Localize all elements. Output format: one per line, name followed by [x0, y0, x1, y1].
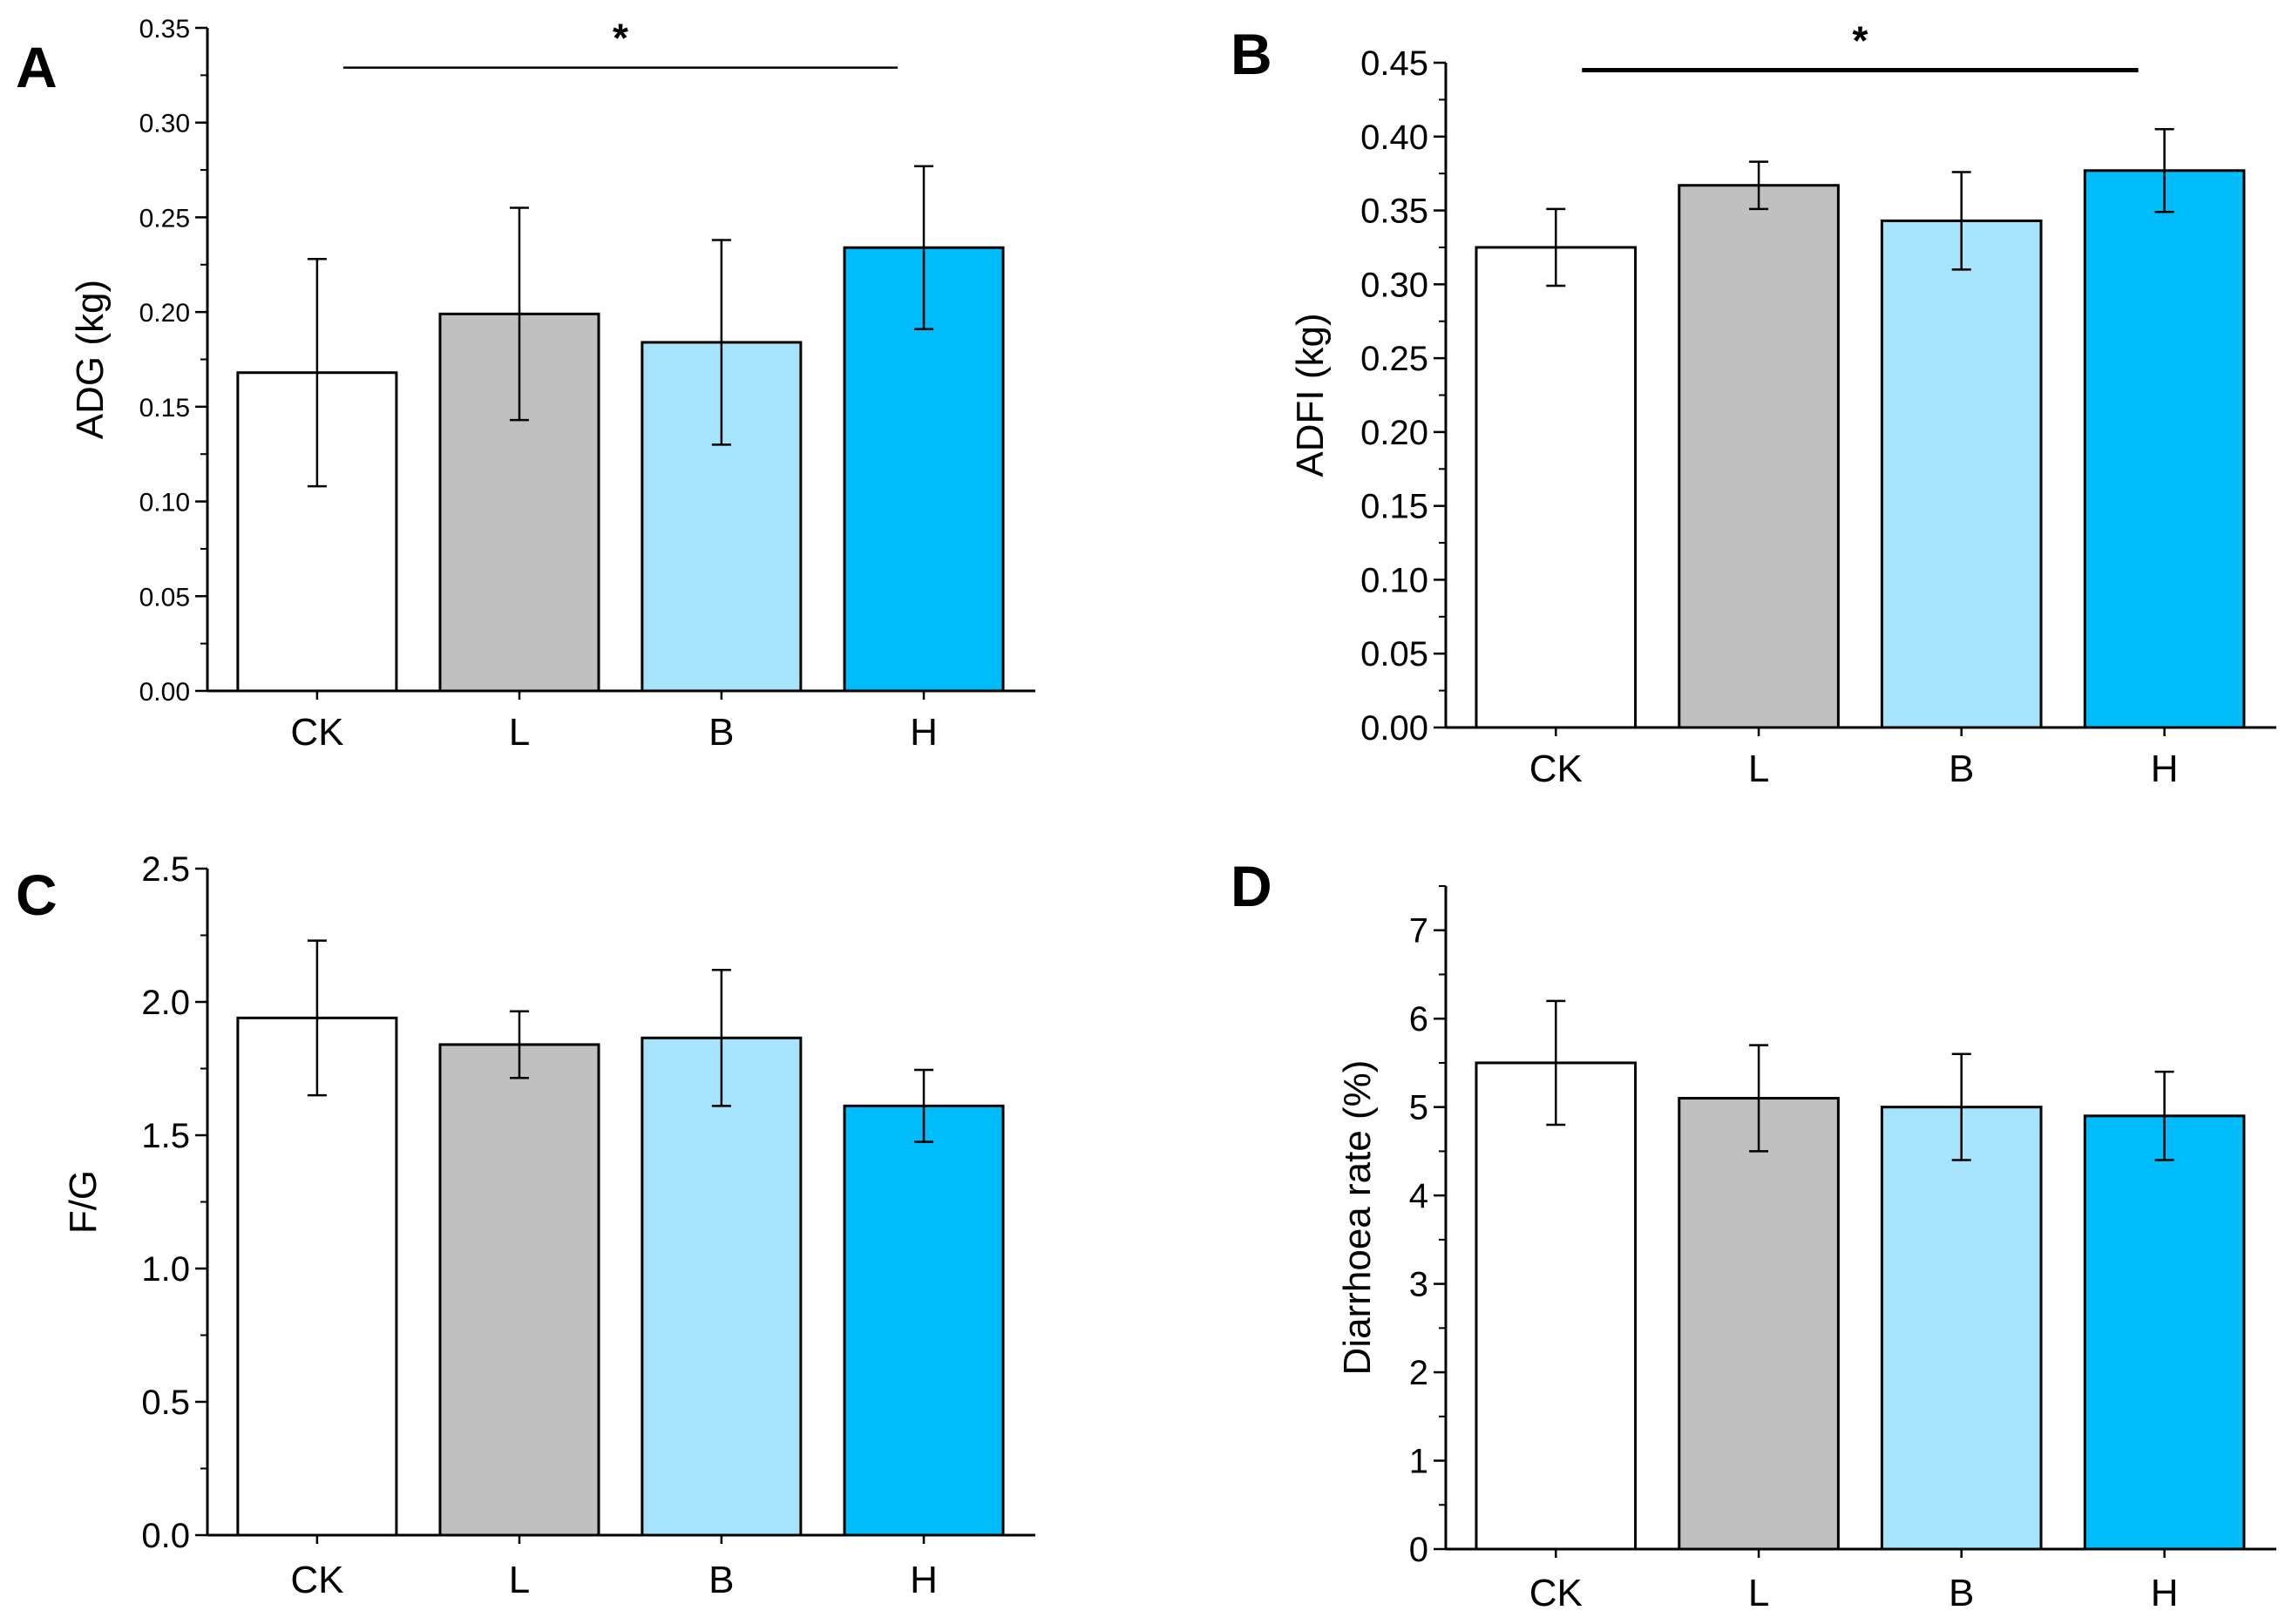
y-tick-label: 0.00 — [139, 678, 190, 707]
y-tick-label: 2.0 — [141, 984, 190, 1022]
y-tick-label: 0.15 — [139, 394, 190, 423]
y-tick-label: 0.05 — [1360, 635, 1428, 673]
x-tick-label-h: H — [2151, 748, 2179, 790]
y-tick-label: 6 — [1409, 1000, 1428, 1039]
significance-star: * — [613, 16, 628, 61]
y-tick-label: 0.15 — [1360, 488, 1428, 526]
y-tick-label: 0.35 — [139, 15, 190, 44]
y-tick-label: 0.35 — [1360, 193, 1428, 231]
y-tick-label: 0.10 — [139, 489, 190, 518]
bar-l — [438, 1043, 600, 1537]
y-tick-label: 0.25 — [1360, 340, 1428, 378]
bar-ck — [1475, 246, 1638, 729]
y-tick-label: 2.5 — [141, 850, 190, 889]
panel-letter: A — [16, 35, 58, 99]
bar-l — [1678, 1097, 1840, 1551]
x-tick-label-l: L — [1748, 1572, 1769, 1614]
bar-h — [2083, 169, 2246, 729]
x-tick-label-l: L — [1748, 748, 1769, 790]
panel-d: D CK L B H 0 1 2 3 4 5 6 7 Diarrhoea rate (%) — [1231, 854, 2276, 1614]
y-axis-label: F/G — [62, 1170, 105, 1234]
panel-a: A CK L B H 0.00 0.05 0.10 0.15 0.20 0.25 0.30 0.35 AD… — [16, 15, 1035, 754]
y-tick-label: 0.0 — [141, 1517, 190, 1555]
x-tick-label-h: H — [2151, 1572, 2179, 1614]
panel-b: B CK L B H 0.00 0.05 0.10 0.15 0.20 0.25 0.30 0.35 0.… — [1231, 17, 2276, 790]
y-tick-label: 0.30 — [1360, 266, 1428, 304]
y-tick-label: 0.45 — [1360, 44, 1428, 83]
y-tick-label: 0.40 — [1360, 118, 1428, 157]
bar-h — [843, 1104, 1005, 1537]
x-tick-label-l: L — [509, 1559, 530, 1601]
bar-h — [2083, 1114, 2246, 1551]
bar-ck — [1475, 1061, 1638, 1551]
panel-letter: B — [1231, 22, 1272, 86]
y-axis-label: ADG (kg) — [69, 280, 112, 439]
y-tick-label: 0.20 — [1360, 414, 1428, 452]
y-tick-label: 0.10 — [1360, 561, 1428, 599]
x-tick-label-b: B — [709, 1559, 734, 1601]
panel-c: C CK L B H 0.0 0.5 1.0 1.5 2.0 2.5 F/G — [16, 850, 1035, 1601]
x-tick-label-ck: CK — [1529, 748, 1583, 790]
y-tick-label: 2 — [1409, 1354, 1428, 1392]
y-tick-label: 1 — [1409, 1443, 1428, 1481]
y-tick-label: 0.25 — [139, 204, 190, 233]
y-tick-label: 7 — [1409, 912, 1428, 951]
x-tick-label-h: H — [910, 711, 938, 754]
x-tick-label-ck: CK — [290, 711, 343, 754]
bar-b — [641, 1036, 803, 1537]
y-tick-label: 0.00 — [1360, 709, 1428, 748]
y-tick-label: 0.05 — [139, 583, 190, 612]
y-tick-label: 0.5 — [141, 1384, 190, 1422]
bar-ck — [236, 1016, 398, 1537]
x-tick-label-h: H — [910, 1559, 938, 1601]
y-tick-label: 1.5 — [141, 1117, 190, 1155]
y-tick-label: 5 — [1409, 1089, 1428, 1127]
y-tick-label: 0.20 — [139, 299, 190, 328]
y-tick-label: 0.30 — [139, 110, 190, 139]
x-tick-label-l: L — [509, 711, 530, 754]
y-tick-label: 1.0 — [141, 1250, 190, 1289]
x-tick-label-b: B — [1949, 1572, 1974, 1614]
bar-b — [1880, 1106, 2043, 1551]
panel-letter: C — [16, 863, 58, 927]
x-tick-label-b: B — [709, 711, 734, 754]
y-axis-label: Diarrhoea rate (%) — [1336, 1060, 1379, 1376]
bar-b — [1880, 219, 2043, 729]
y-axis-label: ADFI (kg) — [1289, 313, 1332, 477]
y-tick-label: 0 — [1409, 1531, 1428, 1569]
panel-letter: D — [1231, 854, 1272, 918]
x-tick-label-ck: CK — [1529, 1572, 1583, 1614]
x-tick-label-ck: CK — [290, 1559, 343, 1601]
bar-l — [1678, 184, 1840, 729]
y-tick-label: 3 — [1409, 1266, 1428, 1304]
x-tick-label-b: B — [1949, 748, 1974, 790]
y-tick-label: 4 — [1409, 1177, 1428, 1215]
significance-star: * — [1852, 17, 1868, 63]
